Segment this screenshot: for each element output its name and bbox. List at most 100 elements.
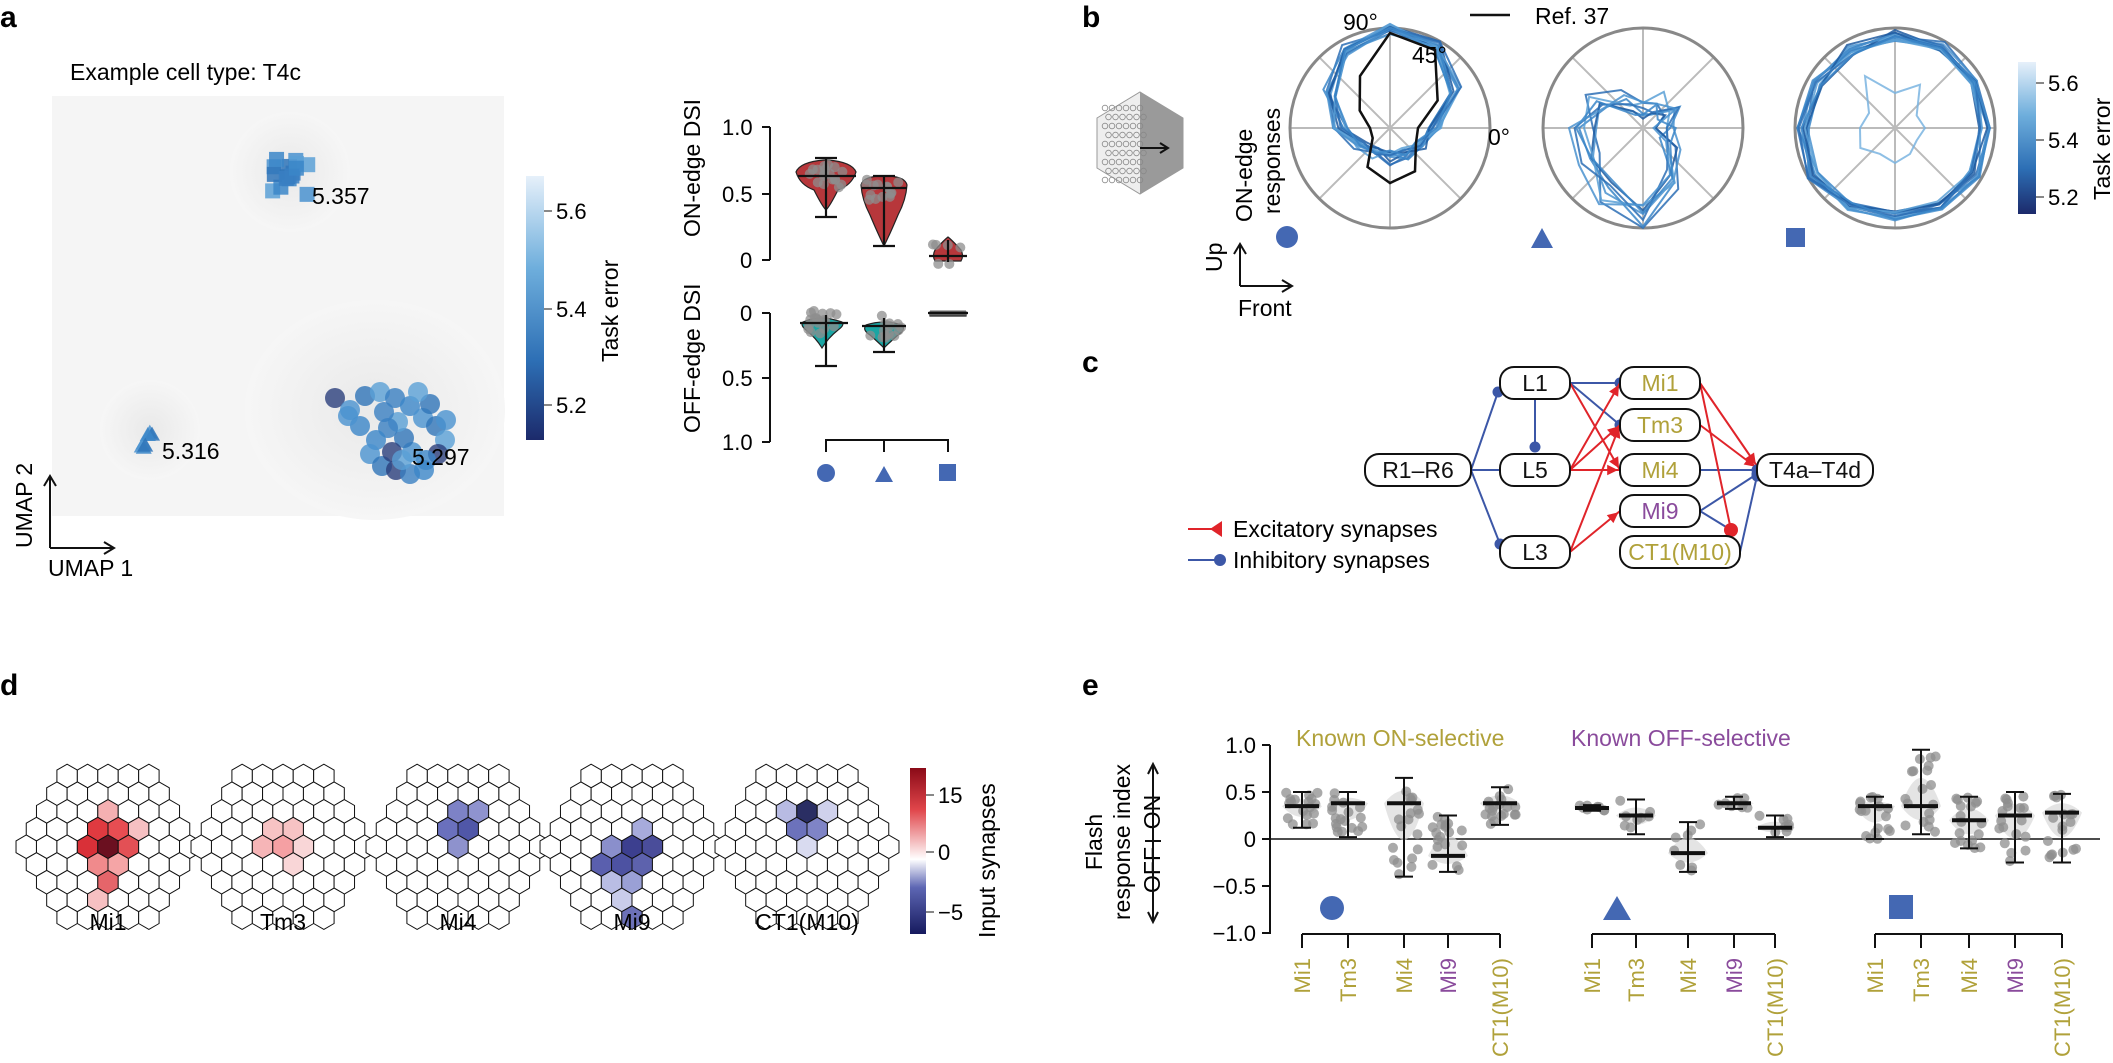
angle-45: 45°: [1412, 42, 1447, 68]
y-tick-label: −0.5: [1213, 874, 1256, 899]
data-point: [1484, 803, 1495, 814]
circuit-node-label: Mi4: [1641, 457, 1678, 483]
svg-text:−5: −5: [938, 900, 963, 925]
hex-cell: [1129, 140, 1137, 148]
data-point: [1405, 808, 1416, 819]
hex-cell: [1122, 122, 1130, 130]
svg-text:0.5: 0.5: [722, 182, 753, 207]
excitatory-head: [1606, 512, 1619, 524]
dsi-point: [927, 239, 938, 250]
up-front-axes: Up Front: [1201, 242, 1294, 321]
svg-text:5.6: 5.6: [2048, 71, 2079, 96]
data-point: [2006, 847, 2017, 858]
umap-point: [370, 382, 390, 402]
synapse-edge: [1699, 382, 1732, 531]
hex-cell: [1105, 167, 1112, 175]
hex-cell: [1112, 149, 1119, 157]
circuit-node-label: T4a–T4d: [1769, 457, 1861, 483]
hex-cell: [1126, 167, 1133, 175]
svg-text:Up: Up: [1201, 243, 1227, 272]
hex-cell: [1108, 104, 1116, 112]
x-tick-label: CT1(M10): [1763, 958, 1788, 1057]
hex-cell: [1136, 122, 1144, 130]
polar-plots: [1288, 22, 1997, 230]
umap-point: [139, 427, 156, 442]
data-point: [1925, 752, 1936, 763]
hex-cell: [1101, 122, 1109, 130]
colorbar-a: 5.6 5.4 5.2 Task error: [526, 176, 623, 440]
data-point: [1308, 818, 1319, 829]
polar-trace: [1334, 27, 1463, 157]
hex-cell: [1122, 158, 1130, 166]
data-point: [1994, 823, 2005, 834]
svg-text:0: 0: [740, 301, 752, 326]
umap-y-label: UMAP 2: [11, 463, 37, 548]
data-point: [2042, 835, 2053, 846]
hex-cell: [1112, 131, 1119, 139]
excitatory-head: [1609, 384, 1620, 397]
inhibitory-head: [1529, 441, 1541, 453]
svg-text:15: 15: [938, 783, 962, 808]
hex-cell: [1115, 122, 1123, 130]
data-point: [2020, 845, 2031, 856]
data-point: [1453, 864, 1464, 875]
d-label-mi4: Mi4: [439, 909, 476, 935]
excitatory-head: [1724, 523, 1738, 537]
svg-text:Front: Front: [1238, 295, 1292, 321]
circuit-node-label: Tm3: [1637, 412, 1683, 438]
data-point: [1883, 824, 1894, 835]
data-point: [1406, 861, 1417, 872]
off-dsi-label: OFF-edge DSI: [679, 283, 705, 433]
b-ylabel-1: ON-edge: [1231, 129, 1257, 222]
dsi-point: [893, 177, 904, 188]
hex-cell: [1115, 140, 1123, 148]
data-point: [1973, 829, 1984, 840]
x-tick-label: Mi4: [1957, 958, 1982, 993]
hex-cell: [1101, 158, 1109, 166]
dsi-point: [815, 328, 826, 339]
data-point: [1407, 853, 1418, 864]
legend-ref-text: Ref. 37: [1535, 3, 1609, 29]
data-point: [2018, 791, 2029, 802]
hex-cell: [138, 905, 160, 930]
synapse-edge: [1569, 424, 1621, 553]
polar-trace: [1358, 31, 1439, 185]
polar-trace: [1573, 103, 1681, 222]
b-marker-circle: [1276, 226, 1298, 248]
on-dsi-label: ON-edge DSI: [679, 99, 705, 237]
polar-trace: [1567, 94, 1679, 206]
hex-cell: [1136, 176, 1144, 184]
hex-cell: [1140, 131, 1147, 139]
data-point: [1387, 842, 1398, 853]
data-point: [1917, 783, 1928, 794]
umap-point: [374, 402, 394, 422]
data-point: [2002, 797, 2013, 808]
hex-cell: [1129, 122, 1137, 130]
data-point: [1457, 840, 1468, 851]
data-point: [1510, 809, 1521, 820]
umap-plot: 5.357 5.316 5.297: [52, 96, 505, 520]
umap-point: [137, 437, 154, 452]
data-point: [2020, 831, 2031, 842]
umap-point: [338, 406, 358, 426]
umap-point: [436, 410, 456, 430]
dsi-plot: 1.0 0.5 0 ON-edge DSI 0 0.5 1.0 OFF-edge…: [679, 99, 968, 482]
umap-point: [385, 388, 405, 408]
synapse-legend: Excitatory synapses Inhibitory synapses: [1188, 516, 1438, 573]
d-label-mi9: Mi9: [613, 909, 650, 935]
data-point: [2070, 843, 2081, 854]
hex-cell: [1108, 176, 1116, 184]
data-point: [1394, 869, 1405, 880]
excitatory-head: [1610, 426, 1621, 439]
umap-point: [414, 460, 434, 480]
dsi-point: [896, 322, 907, 333]
data-point: [1412, 844, 1423, 855]
synapse-edge: [1470, 469, 1501, 545]
x-tick-label: Mi9: [1436, 958, 1461, 993]
hex-cell: [1136, 140, 1144, 148]
data-point: [1975, 842, 1986, 853]
excitatory-head: [1607, 464, 1618, 476]
svg-text:5.4: 5.4: [556, 297, 587, 322]
data-point: [1996, 815, 2007, 826]
